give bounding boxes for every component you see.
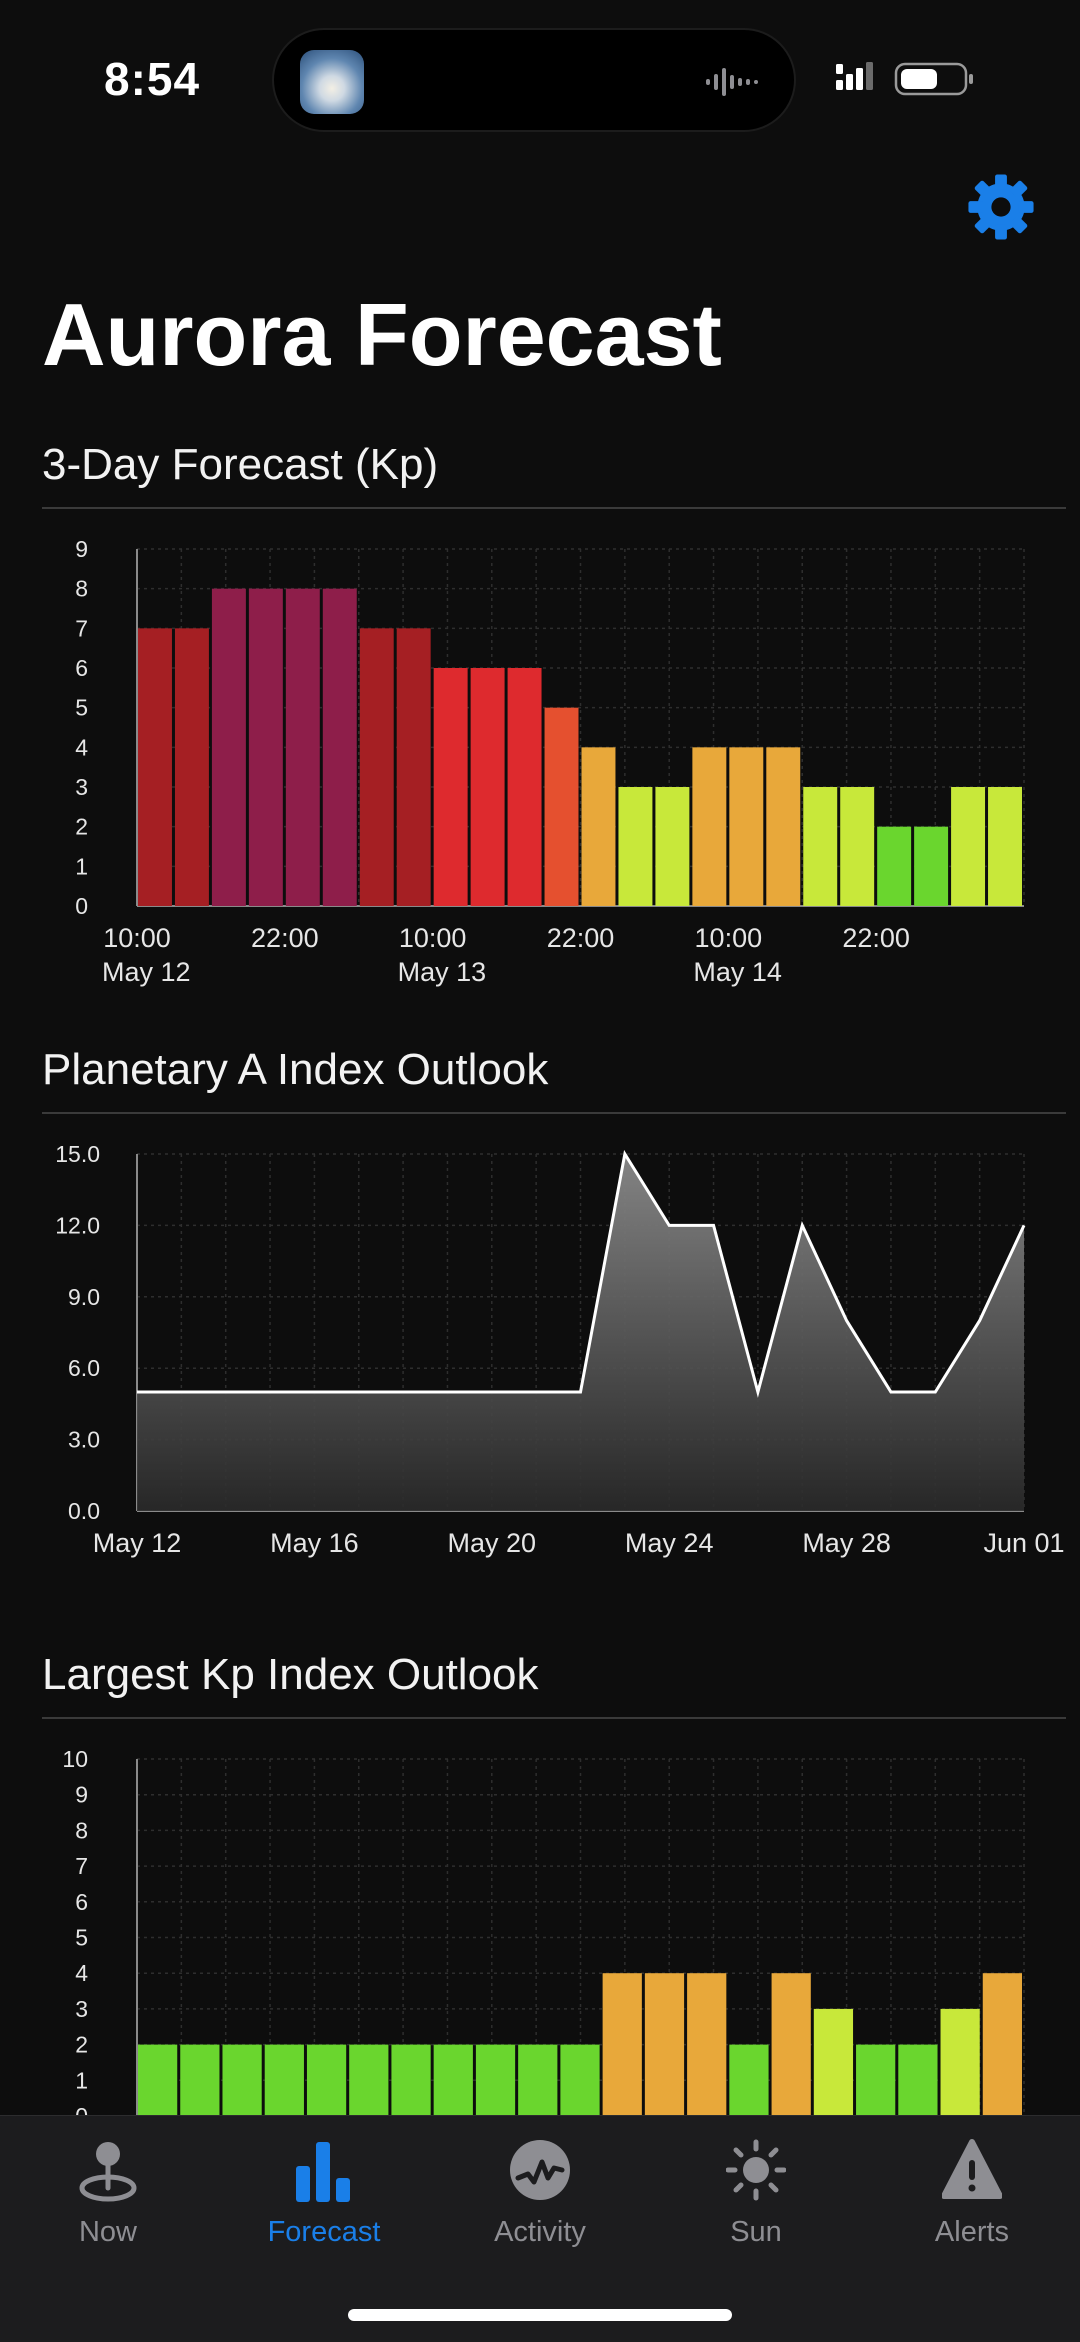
y-tick-label: 6 bbox=[75, 1889, 88, 1915]
tab-forecast[interactable]: Forecast bbox=[216, 2116, 432, 2266]
y-tick-label: 7 bbox=[75, 1853, 88, 1879]
tab-activity[interactable]: Activity bbox=[432, 2116, 648, 2266]
largest-kp-bar bbox=[729, 2045, 768, 2116]
largest-kp-bar bbox=[772, 1973, 811, 2116]
largest-kp-bar bbox=[898, 2045, 937, 2116]
tab-label: Alerts bbox=[864, 2216, 1080, 2249]
y-tick-label: 5 bbox=[75, 1925, 88, 1951]
warning-icon bbox=[942, 2138, 1002, 2204]
tab-label: Forecast bbox=[216, 2216, 432, 2249]
sun-icon bbox=[726, 2138, 786, 2204]
y-tick-label: 9 bbox=[75, 1782, 88, 1808]
largest-kp-bar bbox=[856, 2045, 895, 2116]
tab-label: Activity bbox=[432, 2216, 648, 2249]
y-tick-label: 2 bbox=[75, 2032, 88, 2058]
largest-kp-bar bbox=[518, 2045, 557, 2116]
largest-kp-bar bbox=[645, 1973, 684, 2116]
largest-kp-bar bbox=[434, 2045, 473, 2116]
tab-bar: Now Forecast Activity Sun bbox=[0, 2115, 1080, 2342]
y-tick-label: 10 bbox=[62, 1746, 88, 1772]
tab-alerts[interactable]: Alerts bbox=[864, 2116, 1080, 2266]
largest-kp-bar bbox=[391, 2045, 430, 2116]
y-tick-label: 3 bbox=[75, 1996, 88, 2022]
tab-sun[interactable]: Sun bbox=[648, 2116, 864, 2266]
largest-kp-bar bbox=[603, 1973, 642, 2116]
y-tick-label: 8 bbox=[75, 1817, 88, 1843]
largest-kp-bar bbox=[349, 2045, 388, 2116]
tab-label: Now bbox=[0, 2216, 216, 2249]
y-tick-label: 1 bbox=[75, 2067, 88, 2093]
largest-kp-bar bbox=[560, 2045, 599, 2116]
tab-now[interactable]: Now bbox=[0, 2116, 216, 2266]
largest-kp-bar bbox=[138, 2045, 177, 2116]
largest-kp-bar bbox=[180, 2045, 219, 2116]
largest-kp-bar bbox=[222, 2045, 261, 2116]
largest-kp-bar bbox=[307, 2045, 346, 2116]
largest-kp-bar bbox=[687, 1973, 726, 2116]
largest-kp-bar bbox=[814, 2009, 853, 2116]
largest-kp-bar bbox=[476, 2045, 515, 2116]
largest-kp-bar bbox=[983, 1973, 1022, 2116]
tab-label: Sun bbox=[648, 2216, 864, 2249]
home-indicator bbox=[348, 2309, 732, 2321]
largest-kp-bar bbox=[265, 2045, 304, 2116]
map-pin-icon bbox=[78, 2138, 138, 2204]
y-tick-label: 4 bbox=[75, 1960, 88, 1986]
bar-chart-icon bbox=[294, 2138, 354, 2204]
activity-icon bbox=[510, 2138, 570, 2204]
largest-kp-bar bbox=[941, 2009, 980, 2116]
